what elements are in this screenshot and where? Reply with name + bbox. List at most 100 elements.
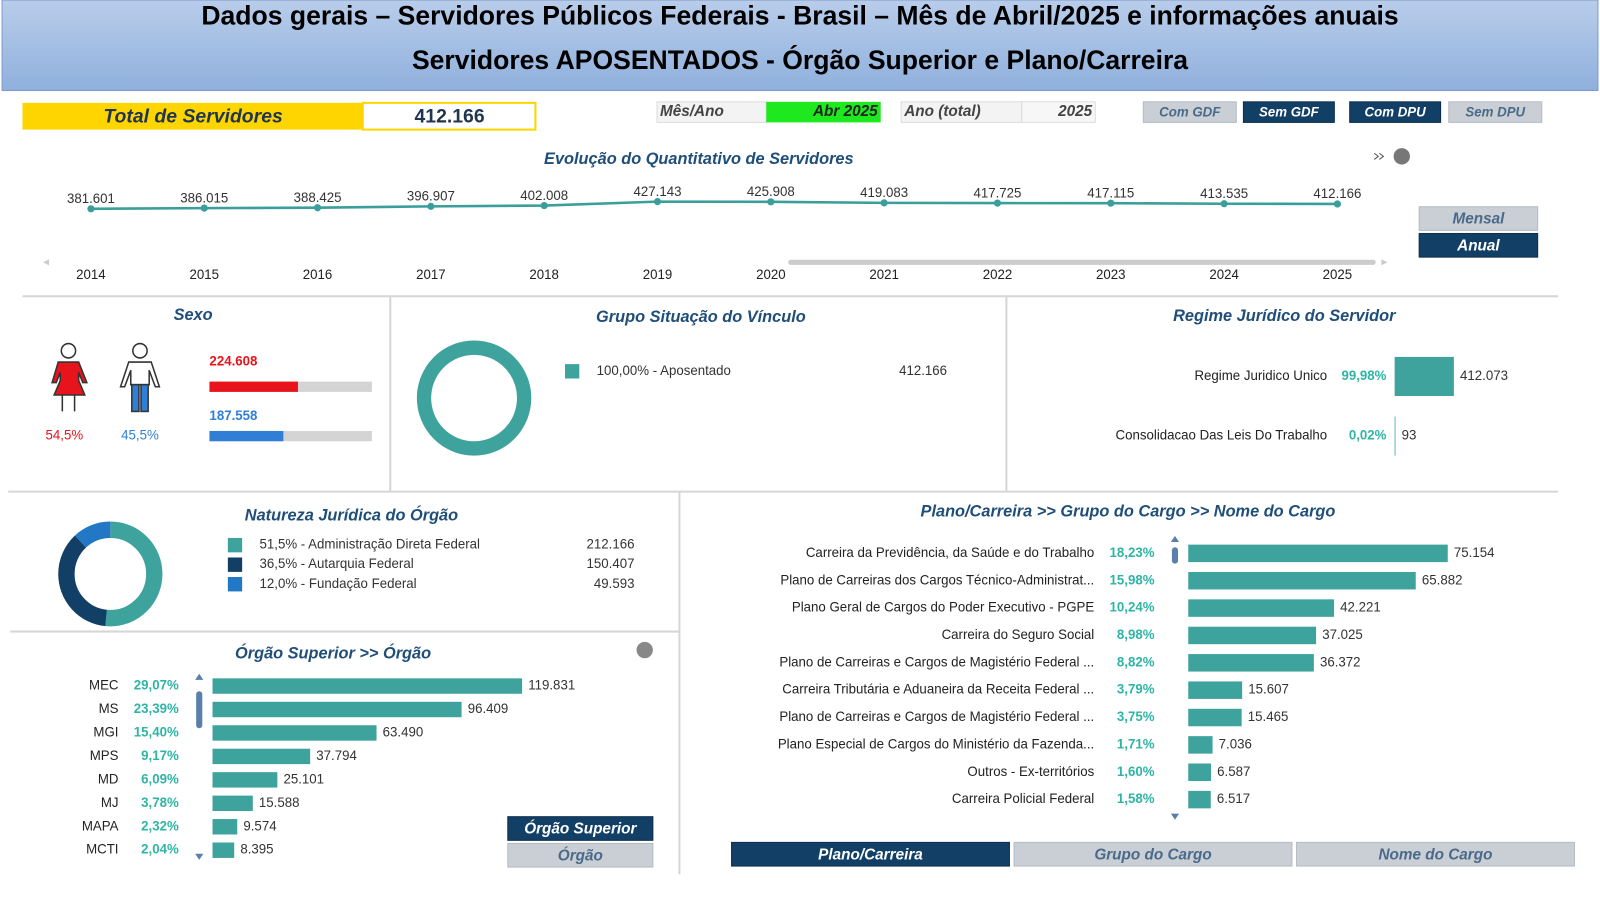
value-label: 119.831 — [528, 678, 575, 693]
button[interactable] — [1448, 101, 1543, 123]
percent-label: 1,71% — [1117, 736, 1155, 751]
button[interactable] — [507, 816, 654, 841]
value-label: 212.166 — [587, 537, 635, 552]
bar — [1188, 571, 1416, 590]
drill-icon[interactable] — [1373, 152, 1385, 160]
button[interactable] — [1142, 101, 1237, 123]
button-label[interactable]: Com GDF — [1159, 105, 1221, 120]
value-label: 381.601 — [67, 191, 115, 206]
point — [540, 201, 548, 210]
category-label: Carreira Tributária e Aduaneira da Recei… — [782, 682, 1094, 697]
month-label[interactable]: Mês/Ano — [660, 103, 724, 120]
scrollbar[interactable] — [1171, 547, 1179, 564]
scrollbar[interactable] — [196, 691, 203, 729]
button-label[interactable]: Nome do Cargo — [1379, 846, 1493, 863]
value-label: 412.073 — [1460, 368, 1508, 383]
bar — [1188, 599, 1335, 617]
bar — [212, 795, 253, 812]
bar — [1188, 681, 1243, 699]
percent-label: 10,24% — [1110, 600, 1155, 615]
category-label: Plano de Carreiras e Cargos de Magistéri… — [779, 654, 1094, 669]
button-label[interactable]: Grupo do Cargo — [1094, 846, 1211, 863]
percent-label: 9,17% — [141, 748, 179, 763]
value-label: 15.588 — [259, 795, 300, 810]
button[interactable] — [1296, 841, 1575, 867]
button[interactable] — [1418, 206, 1539, 231]
button-label[interactable]: Sem DPU — [1465, 105, 1525, 120]
value-label: 6.587 — [1217, 764, 1250, 779]
total-label: Total de Servidores — [103, 105, 283, 127]
year-label[interactable]: Ano (total) — [903, 103, 981, 120]
line — [90, 200, 1338, 211]
button[interactable] — [731, 841, 1010, 867]
value-label: 36.372 — [1320, 654, 1361, 669]
point — [1220, 200, 1228, 208]
donut-segment — [58, 521, 163, 627]
category-label: MD — [98, 771, 119, 786]
bar — [212, 678, 523, 694]
percent-label: 3,78% — [141, 795, 179, 810]
help-icon[interactable] — [1393, 148, 1410, 165]
header-title: Dados gerais – Servidores Públicos Feder… — [201, 0, 1398, 30]
category-label: Outros - Ex-territórios — [967, 764, 1094, 779]
point — [427, 202, 435, 210]
category-label: MPS — [90, 748, 119, 763]
button-label[interactable]: Plano/Carreira — [818, 846, 923, 863]
value-label: 63.490 — [383, 724, 424, 739]
month-value-box[interactable] — [766, 101, 881, 123]
value-label: 417.725 — [973, 185, 1021, 200]
category-label: Carreira Policial Federal — [952, 791, 1094, 806]
button[interactable] — [1418, 232, 1539, 258]
category-label: Consolidacao Das Leis Do Trabalho — [1116, 428, 1328, 443]
total-label-box — [22, 102, 363, 130]
man-icon — [119, 342, 161, 413]
legend-swatch — [227, 577, 243, 592]
category-label: Plano de Carreiras dos Cargos Técnico-Ad… — [780, 572, 1094, 587]
point — [1333, 200, 1341, 208]
donut-segment — [416, 340, 532, 456]
value-label: 42.221 — [1340, 600, 1381, 615]
value-label: 412.166 — [899, 363, 947, 378]
legend-label: 36,5% - Autarquia Federal — [260, 556, 414, 571]
point — [1107, 199, 1115, 207]
point — [313, 204, 322, 212]
x-tick-label: 2015 — [189, 267, 219, 282]
x-tick-label: 2020 — [756, 267, 786, 282]
button-label[interactable]: Órgão Superior — [524, 820, 637, 838]
category-label: MCTI — [86, 842, 118, 857]
value-label: 9.574 — [243, 818, 277, 833]
bar — [212, 701, 462, 718]
button-label[interactable]: Sem GDF — [1259, 105, 1320, 120]
value-label: 8.395 — [240, 842, 273, 857]
button-label[interactable]: Mensal — [1452, 211, 1505, 228]
bar — [1188, 626, 1317, 645]
scroll-arrows[interactable] — [1170, 535, 1180, 820]
x-tick-label: 2025 — [1323, 267, 1353, 282]
percent-label: 23,39% — [134, 701, 179, 716]
x-tick-label: 2024 — [1209, 267, 1239, 282]
category-label: MS — [99, 701, 119, 716]
donut-segment — [58, 521, 163, 627]
button-label[interactable]: Com DPU — [1365, 105, 1427, 120]
button[interactable] — [1349, 101, 1442, 123]
button-label[interactable]: Anual — [1456, 237, 1500, 254]
help-icon[interactable] — [636, 641, 653, 659]
category-label: Plano de Carreiras e Cargos de Magistéri… — [779, 709, 1094, 724]
percent-label: 8,98% — [1117, 627, 1155, 642]
percent-label: 18,23% — [1110, 545, 1155, 560]
value-label: 75.154 — [1454, 545, 1495, 560]
month-value[interactable]: Abr 2025 — [812, 103, 878, 120]
value-label: 224.608 — [209, 354, 257, 369]
year-value-box[interactable] — [1021, 101, 1096, 123]
button-label[interactable]: Órgão — [558, 846, 603, 864]
value-label: 425.908 — [747, 184, 795, 199]
button[interactable] — [507, 842, 654, 868]
chart-title: Órgão Superior >> Órgão — [235, 643, 431, 662]
x-tick-label: 2019 — [643, 267, 673, 282]
bar — [1188, 708, 1242, 727]
year-value[interactable]: 2025 — [1057, 103, 1093, 120]
button[interactable] — [1013, 841, 1293, 867]
button[interactable] — [1242, 101, 1335, 123]
value-label: 15.465 — [1248, 709, 1289, 724]
